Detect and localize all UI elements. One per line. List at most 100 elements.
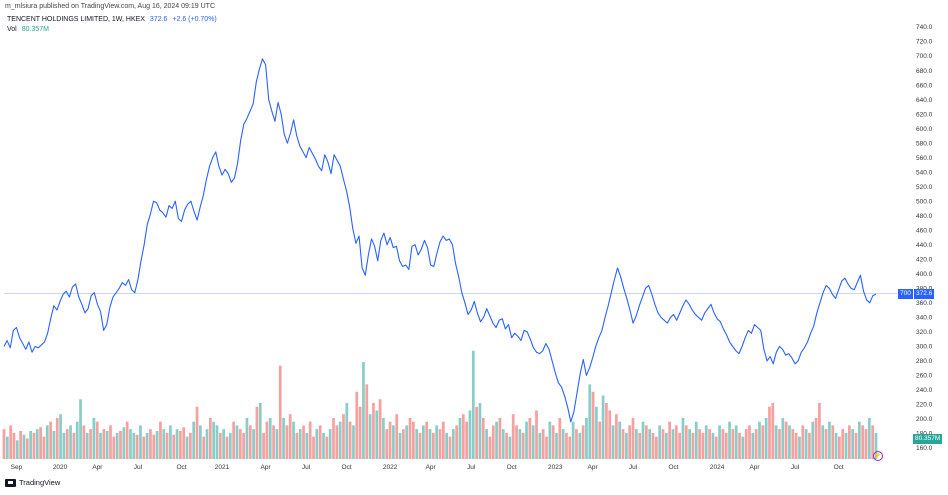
volume-bar bbox=[372, 403, 375, 459]
volume-bar bbox=[182, 427, 186, 459]
volume-bar bbox=[212, 421, 216, 459]
x-tick-label: 2023 bbox=[548, 464, 563, 471]
volume-bar bbox=[505, 432, 508, 459]
volume-bar bbox=[664, 432, 668, 459]
volume-bar bbox=[205, 429, 209, 459]
y-tick-label: 360.0 bbox=[916, 300, 933, 307]
volume-bar bbox=[508, 436, 512, 459]
volume-bar bbox=[342, 414, 345, 459]
volume-bar bbox=[771, 403, 775, 459]
tradingview-logo[interactable]: TradingView bbox=[5, 478, 60, 487]
volume-bar bbox=[844, 432, 848, 459]
volume-bar bbox=[258, 403, 262, 459]
volume-badge: 80.357M bbox=[913, 434, 943, 444]
x-tick-label: Jul bbox=[629, 464, 638, 471]
volume-bar bbox=[521, 432, 525, 459]
volume-bar bbox=[851, 429, 855, 459]
volume-bar bbox=[195, 406, 199, 459]
tradingview-logo-text: TradingView bbox=[19, 478, 61, 487]
volume-bar bbox=[608, 410, 612, 459]
volume-bar bbox=[252, 429, 255, 459]
volume-bar bbox=[867, 417, 871, 459]
volume-bar bbox=[242, 432, 245, 459]
volume-bar bbox=[674, 425, 678, 459]
volume-bar bbox=[648, 429, 652, 459]
lightning-icon[interactable]: ⚡ bbox=[873, 451, 883, 461]
volume-bar bbox=[435, 425, 439, 459]
volume-bar bbox=[565, 432, 568, 459]
volume-bar bbox=[79, 399, 82, 459]
volume-bar bbox=[824, 429, 828, 459]
volume-bar bbox=[352, 425, 355, 459]
volume-bar bbox=[228, 432, 232, 459]
volume-label[interactable]: Vol bbox=[7, 26, 17, 33]
volume-bar bbox=[488, 436, 492, 459]
volume-bar bbox=[531, 425, 535, 459]
volume-bar bbox=[571, 421, 575, 459]
symbol-name[interactable]: TENCENT HOLDINGS LIMITED, 1W, HKEX bbox=[7, 16, 145, 23]
volume-bar bbox=[169, 425, 172, 459]
volume-bar bbox=[441, 421, 445, 459]
volume-bars bbox=[2, 350, 878, 459]
volume-bar bbox=[132, 432, 136, 459]
volume-bar bbox=[348, 421, 352, 459]
symbol-code-badge: 700 bbox=[898, 289, 913, 299]
volume-bar bbox=[864, 429, 868, 459]
volume-bar bbox=[232, 421, 236, 459]
volume-bar bbox=[19, 431, 23, 459]
volume-bar bbox=[438, 429, 442, 459]
volume-bar bbox=[122, 427, 126, 459]
time-axis[interactable]: Sep 2020 Apr Jul Oct 2021 Apr Jul Oct 2022 Apr Jul O… bbox=[11, 464, 844, 471]
volume-bar bbox=[874, 432, 878, 459]
volume-bar bbox=[678, 432, 681, 459]
volume-bar bbox=[814, 417, 818, 459]
volume-bar bbox=[202, 436, 206, 459]
volume-bar bbox=[405, 425, 409, 459]
price-axis[interactable]: 740.0 720.0 700.0 680.0 660.0 640.0 620.0 600.0… bbox=[916, 24, 933, 452]
volume-bar bbox=[591, 391, 595, 459]
volume-bar bbox=[255, 406, 259, 459]
volume-bar bbox=[561, 429, 565, 459]
volume-bar bbox=[45, 425, 49, 459]
volume-bar bbox=[728, 421, 731, 459]
x-tick-label: Jul bbox=[302, 464, 311, 471]
volume-bar bbox=[262, 432, 265, 459]
volume-bar bbox=[318, 425, 322, 459]
y-tick-label: 160.0 bbox=[916, 445, 933, 452]
volume-bar bbox=[82, 425, 86, 459]
y-tick-label: 440.0 bbox=[916, 242, 933, 249]
volume-bar bbox=[275, 429, 279, 459]
x-tick-label: 2024 bbox=[710, 464, 725, 471]
volume-bar bbox=[781, 417, 785, 459]
volume-bar bbox=[788, 425, 791, 459]
y-tick-label: 300.0 bbox=[916, 344, 933, 351]
volume-bar bbox=[55, 417, 59, 459]
volume-bar bbox=[724, 432, 728, 459]
volume-bar bbox=[365, 384, 369, 459]
volume-bar bbox=[235, 425, 239, 459]
volume-bar bbox=[135, 434, 139, 459]
x-tick-label: Apr bbox=[749, 464, 760, 471]
volume-bar bbox=[75, 421, 79, 459]
volume-bar bbox=[99, 432, 102, 459]
volume-bar bbox=[2, 429, 6, 459]
chart-legend[interactable]: TENCENT HOLDINGS LIMITED, 1W, HKEX 372.6… bbox=[7, 15, 217, 35]
volume-bar bbox=[658, 425, 662, 459]
volume-bar bbox=[425, 421, 429, 459]
volume-bar bbox=[308, 421, 312, 459]
volume-bar bbox=[208, 417, 212, 459]
volume-bar bbox=[175, 429, 179, 459]
volume-bar bbox=[431, 432, 435, 459]
volume-bar bbox=[641, 421, 645, 459]
volume-bar bbox=[119, 431, 122, 459]
y-tick-label: 340.0 bbox=[916, 315, 933, 322]
legend-volume-row[interactable]: Vol 80.357M bbox=[7, 25, 217, 35]
volume-bar bbox=[515, 425, 518, 459]
volume-bar bbox=[145, 432, 149, 459]
volume-bar bbox=[155, 431, 159, 459]
volume-bar bbox=[778, 429, 781, 459]
legend-symbol-row[interactable]: TENCENT HOLDINGS LIMITED, 1W, HKEX 372.6… bbox=[7, 15, 217, 25]
volume-bar bbox=[165, 432, 169, 459]
